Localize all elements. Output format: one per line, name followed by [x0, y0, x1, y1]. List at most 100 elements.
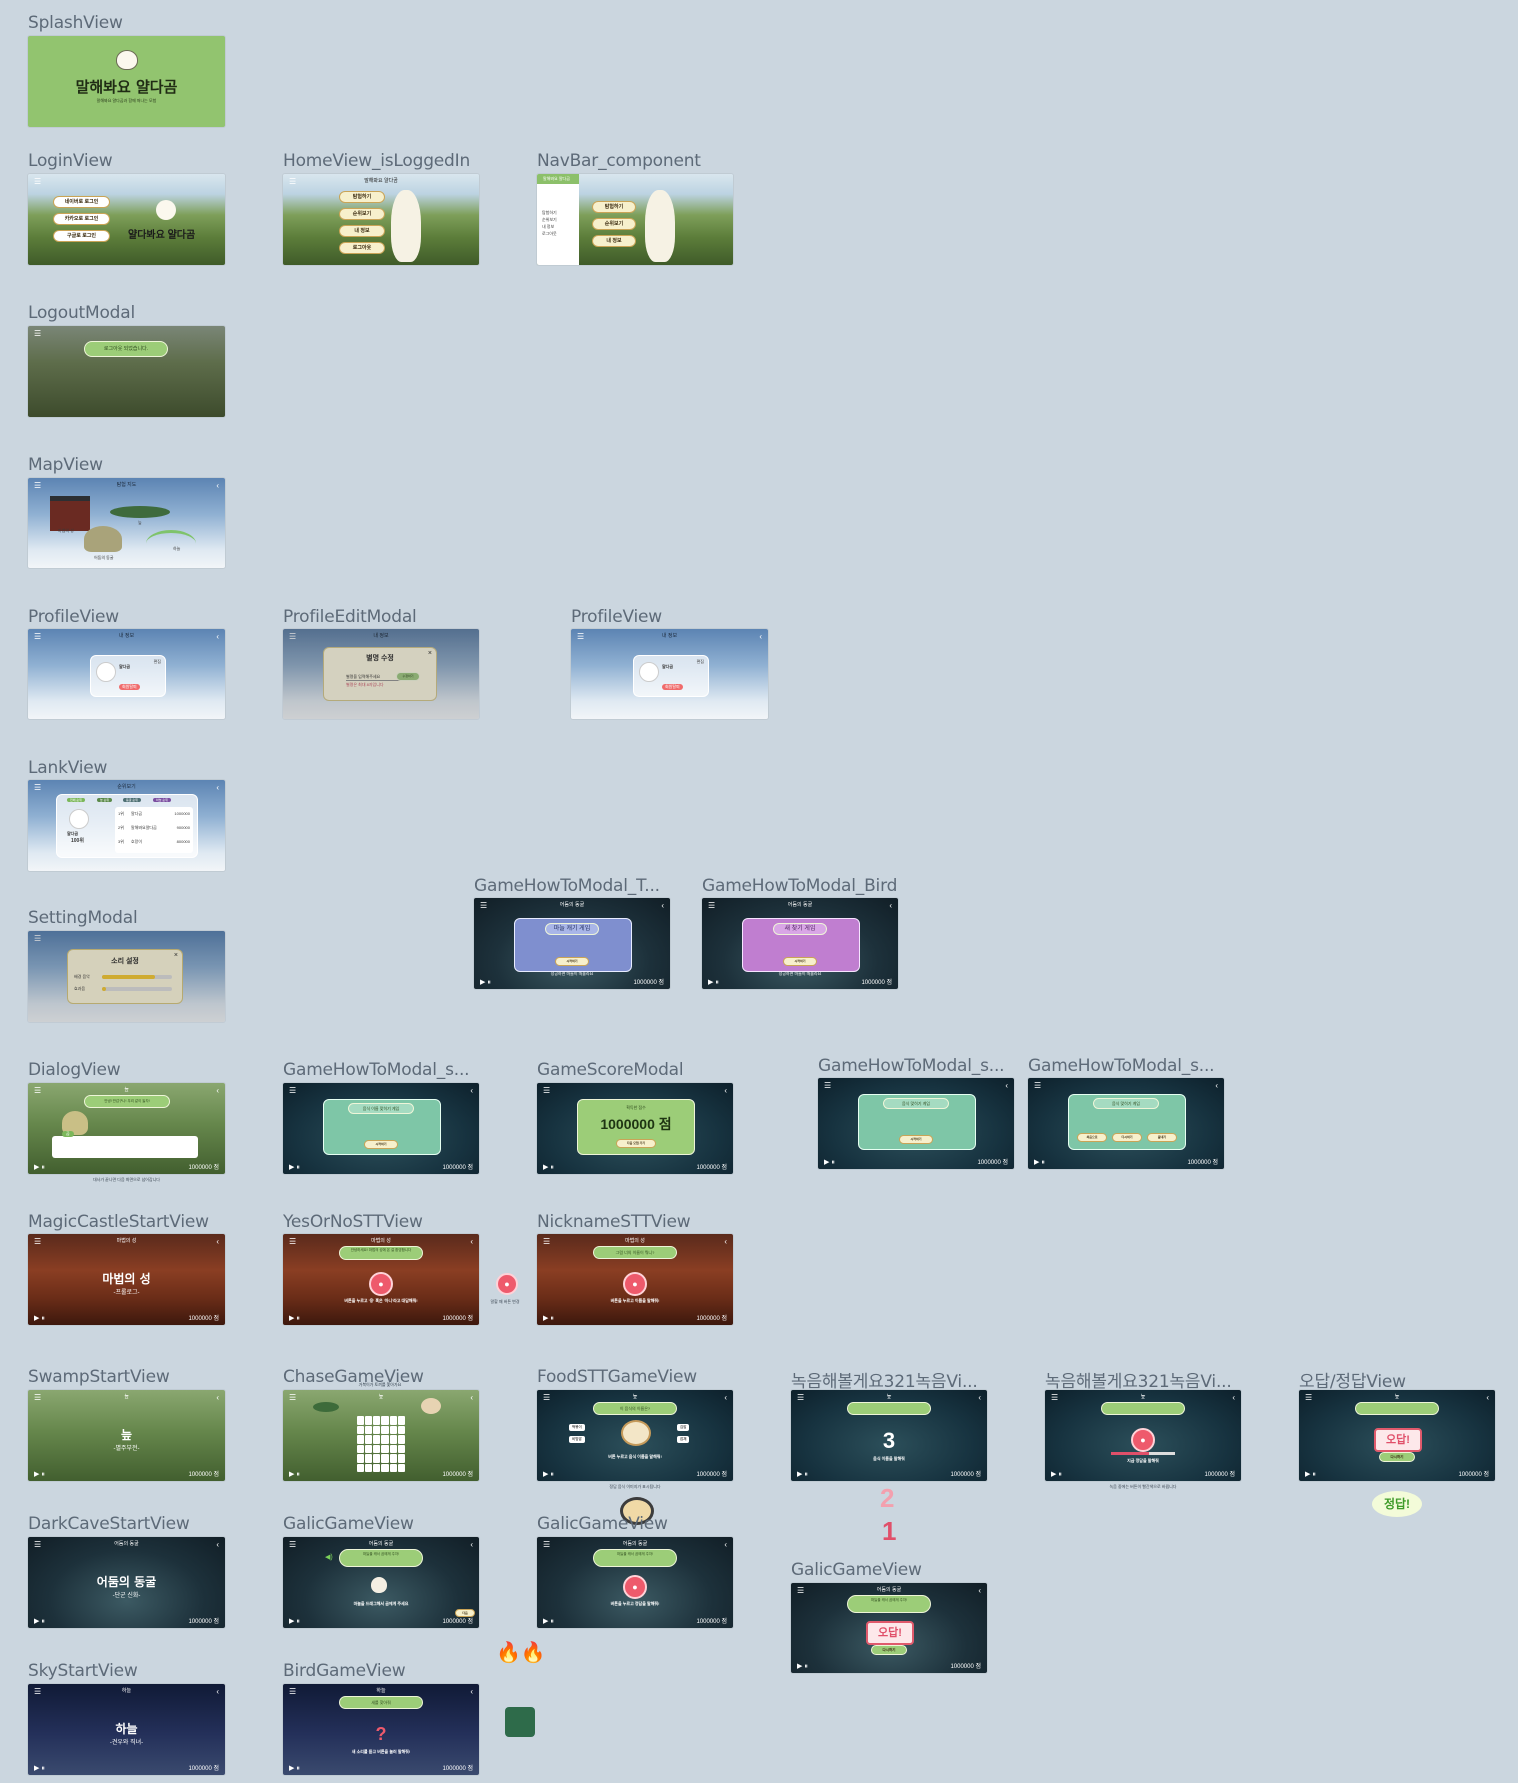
play-icon[interactable]: ▶ ⏸ — [1034, 1159, 1045, 1166]
grid-cell[interactable] — [381, 1454, 389, 1463]
swamp-start-thumbnail[interactable]: ☰ 늪 ‹ 늪 -별주부전- ▶ ⏸ 1000000 점 — [28, 1390, 225, 1481]
option-4[interactable]: 잡채 — [677, 1436, 690, 1443]
menu-icon[interactable]: ☰ — [577, 632, 585, 641]
menu-icon[interactable]: ☰ — [289, 1687, 297, 1696]
back-icon[interactable]: ‹ — [1232, 1393, 1235, 1402]
tab-cave[interactable]: 동굴 순위 — [123, 798, 141, 802]
grid-cell[interactable] — [381, 1416, 389, 1425]
menu-icon[interactable]: ☰ — [543, 1237, 551, 1246]
my-info-button[interactable]: 내 정보 — [592, 235, 636, 247]
play-icon[interactable]: ▶ ⏸ — [480, 979, 491, 986]
explore-button[interactable]: 탐험하기 — [339, 191, 385, 203]
menu-icon[interactable]: ☰ — [34, 177, 42, 186]
menu-icon[interactable]: ☰ — [543, 1086, 551, 1095]
score-modal-thumbnail[interactable]: ☰ ‹ 획득한 점수 1000000 점 다음 모험 가기 ▶ ⏸ 100000… — [537, 1083, 733, 1174]
grid-cell[interactable] — [357, 1435, 365, 1444]
menu-icon[interactable]: ☰ — [543, 1540, 551, 1549]
back-icon[interactable]: ‹ — [470, 1393, 473, 1402]
record1-thumbnail[interactable]: ☰ 늪 ‹ 3 음식 이름을 말해줘 ▶ ⏸ 1000000 점 — [791, 1390, 987, 1481]
option-2[interactable]: 비빔밥 — [569, 1436, 585, 1443]
play-icon[interactable]: ▶ ⏸ — [708, 979, 719, 986]
tab-all[interactable]: 전체 순위 — [67, 798, 85, 802]
grid-cell[interactable] — [373, 1463, 381, 1472]
back-icon[interactable]: ‹ — [978, 1586, 981, 1595]
back-icon[interactable]: ‹ — [724, 1393, 727, 1402]
bgm-slider[interactable] — [102, 975, 172, 979]
navbar-item-myinfo[interactable]: 내 정보 — [542, 224, 555, 229]
menu-icon[interactable]: ☰ — [289, 177, 297, 186]
menu-icon[interactable]: ☰ — [34, 783, 42, 792]
profile-edit-thumbnail[interactable]: ☰ 내 정보 별명 수정 × 별명을 입력해주세요 수정하기 별명은 최대 8자… — [283, 629, 479, 719]
grid-cell[interactable] — [357, 1454, 365, 1463]
withdraw-button[interactable]: 회원탈퇴 — [662, 684, 683, 690]
navbar-thumbnail[interactable]: 말해봐요 얄다곰 탐험하기 순위보기 내 정보 로그아웃 탐험하기 순위보기 내… — [537, 174, 733, 265]
grid-cell[interactable] — [381, 1444, 389, 1453]
quit-button[interactable]: 끝내기 — [1147, 1133, 1177, 1142]
nickname-thumbnail[interactable]: ☰ 마법의 성 ‹ 그럼 너의 이름이 뭐니? ● 버튼을 누르고 이름을 말해… — [537, 1234, 733, 1325]
play-icon[interactable]: ▶ ⏸ — [797, 1471, 808, 1478]
kakao-login-button[interactable]: 카카오로 로그인 — [53, 213, 110, 225]
howto-t-thumbnail[interactable]: ☰ 어둠의 동굴 ‹ 마늘 캐기 게임 시작하기 성공하면 마늘이 떠올라요 ▶… — [474, 898, 670, 989]
grid-cell[interactable] — [373, 1435, 381, 1444]
restart-button[interactable]: 처음으로 — [1077, 1133, 1107, 1142]
close-icon[interactable]: × — [427, 650, 432, 657]
grid-cell[interactable] — [373, 1416, 381, 1425]
rainbow-bridge-icon[interactable] — [146, 530, 196, 557]
speaker-icon[interactable]: ◀) — [325, 1554, 333, 1561]
play-icon[interactable]: ▶ ⏸ — [289, 1315, 300, 1322]
logout-thumbnail[interactable]: ☰ 로그아웃 되었습니다. — [28, 326, 225, 417]
grid-cell[interactable] — [397, 1444, 405, 1453]
cave-icon[interactable] — [84, 526, 122, 552]
grid-cell[interactable] — [397, 1435, 405, 1444]
retry-button[interactable]: 다시하기 — [871, 1645, 907, 1655]
option-3[interactable]: 김밥 — [677, 1424, 690, 1431]
grid-cell[interactable] — [389, 1435, 397, 1444]
grid-cell[interactable] — [397, 1416, 405, 1425]
grid-cell[interactable] — [357, 1444, 365, 1453]
menu-icon[interactable]: ☰ — [289, 1086, 297, 1095]
grid-cell[interactable] — [373, 1425, 381, 1434]
menu-icon[interactable]: ☰ — [289, 1393, 297, 1402]
menu-icon[interactable]: ☰ — [34, 1393, 42, 1402]
grid-cell[interactable] — [397, 1454, 405, 1463]
close-icon[interactable]: × — [173, 952, 178, 959]
mic-button[interactable]: ● — [623, 1272, 647, 1296]
dialog-thumbnail[interactable]: ☰ 늪 ‹ 안녕! 반갑구나! 우리 같이 놀자! 곰 ▶ ⏸ 1000000 … — [28, 1083, 225, 1174]
start-button[interactable]: 시작하기 — [899, 1135, 933, 1144]
howto-s2-thumbnail[interactable]: ☰ ‹ 음식 맞히기 게임 시작하기 ▶ ⏸ 1000000 점 — [818, 1078, 1014, 1169]
start-button[interactable]: 시작하기 — [783, 957, 817, 966]
play-icon[interactable]: ▶ ⏸ — [289, 1471, 300, 1478]
play-icon[interactable]: ▶ ⏸ — [1051, 1471, 1062, 1478]
play-icon[interactable]: ▶ ⏸ — [824, 1159, 835, 1166]
profile-edit-link[interactable]: 편집 — [153, 659, 161, 664]
menu-icon[interactable]: ☰ — [480, 901, 488, 910]
play-icon[interactable]: ▶ ⏸ — [543, 1164, 554, 1171]
play-icon[interactable]: ▶ ⏸ — [34, 1315, 45, 1322]
navbar-item-explore[interactable]: 탐험하기 — [542, 210, 557, 215]
menu-icon[interactable]: ☰ — [34, 329, 42, 338]
grid-cell[interactable] — [381, 1463, 389, 1472]
menu-icon[interactable]: ☰ — [34, 632, 42, 641]
menu-icon[interactable]: ☰ — [289, 1540, 297, 1549]
menu-icon[interactable]: ☰ — [34, 1540, 42, 1549]
menu-icon[interactable]: ☰ — [34, 1687, 42, 1696]
grid-cell[interactable] — [365, 1454, 373, 1463]
back-icon[interactable]: ‹ — [470, 1086, 473, 1095]
bird-thumbnail[interactable]: ☰ 하늘 ‹ 새를 찾아줘 ? 새 소리를 듣고 버튼을 눌러 말해줘! ▶ ⏸… — [283, 1684, 479, 1775]
back-icon[interactable]: ‹ — [759, 632, 762, 641]
confirm-edit-button[interactable]: 수정하기 — [396, 672, 420, 681]
withdraw-button[interactable]: 회원탈퇴 — [119, 684, 140, 690]
dialog-box[interactable]: 곰 — [52, 1131, 198, 1158]
back-icon[interactable]: ‹ — [470, 1687, 473, 1696]
back-icon[interactable]: ‹ — [216, 783, 219, 792]
next-button[interactable]: 다음 — [455, 1609, 475, 1617]
menu-icon[interactable]: ☰ — [1034, 1081, 1042, 1090]
play-icon[interactable]: ▶ ⏸ — [1305, 1471, 1316, 1478]
play-icon[interactable]: ▶ ⏸ — [289, 1164, 300, 1171]
play-icon[interactable]: ▶ ⏸ — [34, 1618, 45, 1625]
grid-cell[interactable] — [381, 1425, 389, 1434]
play-icon[interactable]: ▶ ⏸ — [34, 1765, 45, 1772]
home-thumbnail[interactable]: ☰ 말해봐요 얄다곰 탐험하기 순위보기 내 정보 로그아웃 — [283, 174, 479, 265]
back-icon[interactable]: ‹ — [724, 1540, 727, 1549]
explore-button[interactable]: 탐험하기 — [592, 201, 636, 213]
